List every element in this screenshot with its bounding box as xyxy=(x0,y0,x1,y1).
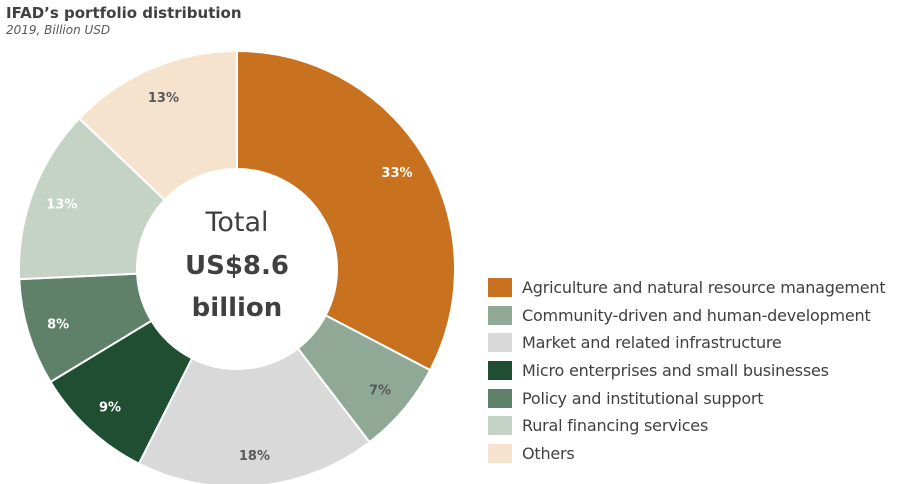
donut-slice-6 xyxy=(77,49,238,202)
legend-swatch-2 xyxy=(488,333,512,353)
donut-chart: 33% 7% 18% 9% 8% 13% 13% Total US$8.6 billion xyxy=(18,49,456,484)
legend-swatch-1 xyxy=(488,305,512,325)
chart-subtitle: 2019, Billion USD xyxy=(6,23,111,37)
legend-item-4: Policy and institutional support xyxy=(488,384,885,412)
legend-swatch-5 xyxy=(488,416,512,436)
legend-label-2: Market and related infrastructure xyxy=(522,333,782,353)
legend-label-1: Community-driven and human-development xyxy=(522,305,871,325)
slice-label-3: 9% xyxy=(99,400,121,415)
legend-item-1: Community-driven and human-development xyxy=(488,302,885,330)
center-amount-label: US$8.6 xyxy=(185,251,289,281)
donut-slice-0 xyxy=(236,49,456,372)
slice-label-4: 8% xyxy=(47,317,69,332)
slice-labels: 33% 7% 18% 9% 8% 13% 13% xyxy=(46,91,412,464)
legend-swatch-4 xyxy=(488,388,512,408)
legend-label-4: Policy and institutional support xyxy=(522,388,764,408)
legend-swatch-0 xyxy=(488,278,512,298)
donut-slices xyxy=(18,49,456,484)
legend-item-2: Market and related infrastructure xyxy=(488,329,885,357)
legend-swatch-3 xyxy=(488,361,512,381)
slice-label-0: 33% xyxy=(381,166,412,181)
center-unit-label: billion xyxy=(192,293,283,323)
center-total-label: Total xyxy=(204,207,268,238)
legend-item-3: Micro enterprises and small businesses xyxy=(488,357,885,385)
slice-label-2: 18% xyxy=(239,449,270,464)
slice-label-6: 13% xyxy=(148,91,179,106)
legend-item-5: Rural financing services xyxy=(488,412,885,440)
slice-label-5: 13% xyxy=(46,198,77,213)
donut-slice-5 xyxy=(18,117,167,281)
legend-label-3: Micro enterprises and small businesses xyxy=(522,361,829,381)
legend-swatch-6 xyxy=(488,443,512,463)
legend-label-5: Rural financing services xyxy=(522,416,709,436)
legend: Agriculture and natural resource managem… xyxy=(488,274,886,468)
slice-label-1: 7% xyxy=(369,383,391,398)
donut-slice-2 xyxy=(137,347,371,484)
legend-label-0: Agriculture and natural resource managem… xyxy=(522,278,886,298)
legend-item-6: Others xyxy=(488,440,885,468)
legend-label-6: Others xyxy=(522,443,575,463)
chart-title: IFAD’s portfolio distribution xyxy=(6,4,242,22)
legend-item-0: Agriculture and natural resource managem… xyxy=(488,274,886,302)
